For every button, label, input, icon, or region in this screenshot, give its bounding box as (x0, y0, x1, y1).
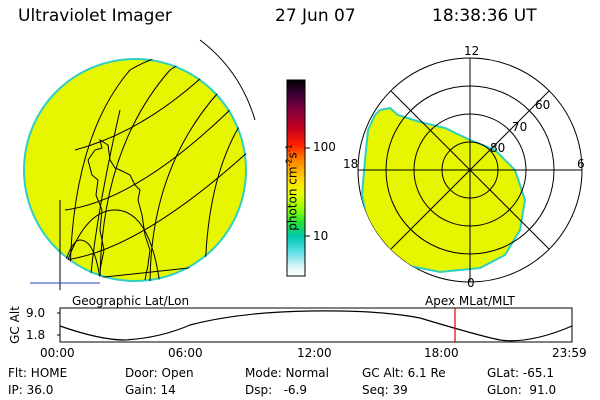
dsp-value: Dsp: -6.9 (245, 383, 308, 397)
color-scale-bar (286, 79, 306, 277)
ip-value: IP: 36.0 (8, 383, 54, 397)
door-status: Door: Open (125, 366, 194, 380)
units-sup1: -2 (284, 158, 294, 167)
alt-ytick-9: 9.0 (26, 306, 46, 320)
auroral-oval (360, 106, 527, 274)
geographic-image (23, 39, 256, 290)
alt-xtick-1800: 18:00 (424, 346, 459, 360)
gain-value: Gain: 14 (125, 383, 176, 397)
geo-latitude: GLat: -65.1 (487, 366, 554, 380)
units-sup2: -1 (284, 144, 294, 153)
units-mid: s (285, 152, 300, 159)
alt-xtick-2359: 23:59 (552, 346, 587, 360)
units-text: photon cm (285, 166, 300, 231)
mlt-label-0: 0 (467, 276, 475, 290)
apex-polar-image (357, 57, 583, 283)
alt-xtick-0000: 00:00 (40, 346, 75, 360)
flight-status: Flt: HOME (8, 366, 68, 380)
alt-xtick-0600: 06:00 (168, 346, 203, 360)
mlt-label-18: 18 (343, 157, 359, 171)
altitude-plot (57, 307, 573, 343)
apex-label: Apex MLat/MLT (425, 294, 515, 308)
colorbar-label-100: 100 (313, 140, 336, 154)
geographic-label: Geographic Lat/Lon (72, 294, 190, 308)
colorbar-label-10: 10 (313, 229, 329, 243)
mlt-label-6: 6 (577, 157, 585, 171)
mlat-label-80: 80 (490, 141, 506, 155)
alt-xtick-1200: 12:00 (297, 346, 332, 360)
mlat-label-70: 70 (512, 120, 528, 134)
alt-ylabel: GC Alt (7, 306, 22, 344)
altitude-curve (59, 310, 573, 342)
uv-disc-left (23, 58, 247, 282)
alt-ytick-1-8: 1.8 (26, 328, 46, 342)
gc-altitude: GC Alt: 6.1 Re (362, 366, 446, 380)
mode-status: Mode: Normal (245, 366, 329, 380)
colorbar-units: photon cm-2s-1 (285, 128, 300, 248)
sequence-number: Seq: 39 (362, 383, 408, 397)
observation-time: 18:38:36 UT (432, 6, 537, 26)
mlat-label-60: 60 (535, 98, 551, 112)
instrument-title: Ultraviolet Imager (18, 6, 172, 26)
observation-date: 27 Jun 07 (275, 6, 356, 26)
mlt-label-12: 12 (464, 44, 480, 58)
geo-longitude: GLon: 91.0 (487, 383, 557, 397)
